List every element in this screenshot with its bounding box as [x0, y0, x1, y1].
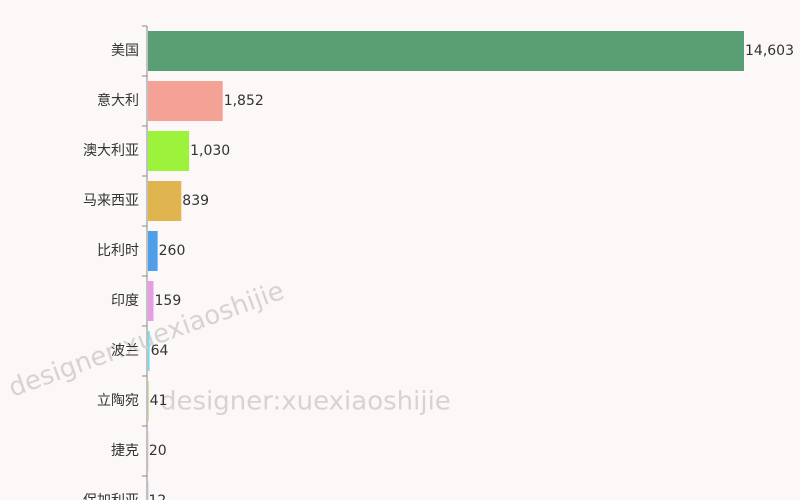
value-label: 1,852 [224, 93, 264, 109]
bar [148, 31, 744, 71]
value-label: 20 [149, 443, 167, 459]
y-tick-label: 立陶宛 [97, 393, 139, 409]
bar [148, 281, 154, 321]
value-label: 1,030 [190, 143, 230, 159]
bar [148, 331, 150, 371]
y-tick-label: 波兰 [111, 343, 139, 359]
bar [148, 431, 149, 471]
y-tick-label: 印度 [111, 293, 139, 309]
value-label: 64 [151, 343, 169, 359]
y-tick-label: 比利时 [97, 243, 139, 259]
y-tick-label: 保加利亚 [83, 493, 139, 500]
value-label: 41 [150, 393, 168, 409]
value-label: 260 [159, 243, 186, 259]
y-tick-label: 美国 [111, 43, 139, 59]
bar [148, 81, 223, 121]
y-tick-label: 捷克 [111, 443, 139, 459]
y-tick-label: 马来西亚 [83, 193, 139, 209]
value-label: 159 [155, 293, 182, 309]
y-tick-label: 澳大利亚 [83, 143, 139, 159]
bar [148, 131, 190, 171]
value-label: 14,603 [745, 43, 794, 59]
bar [148, 381, 149, 421]
watermark: designer:xuexiaoshijie [160, 387, 451, 417]
bar [148, 231, 158, 271]
value-label: 839 [182, 193, 209, 209]
bar [148, 481, 149, 500]
value-label: 12 [148, 493, 166, 500]
bar [148, 181, 182, 221]
y-tick-label: 意大利 [97, 92, 139, 109]
